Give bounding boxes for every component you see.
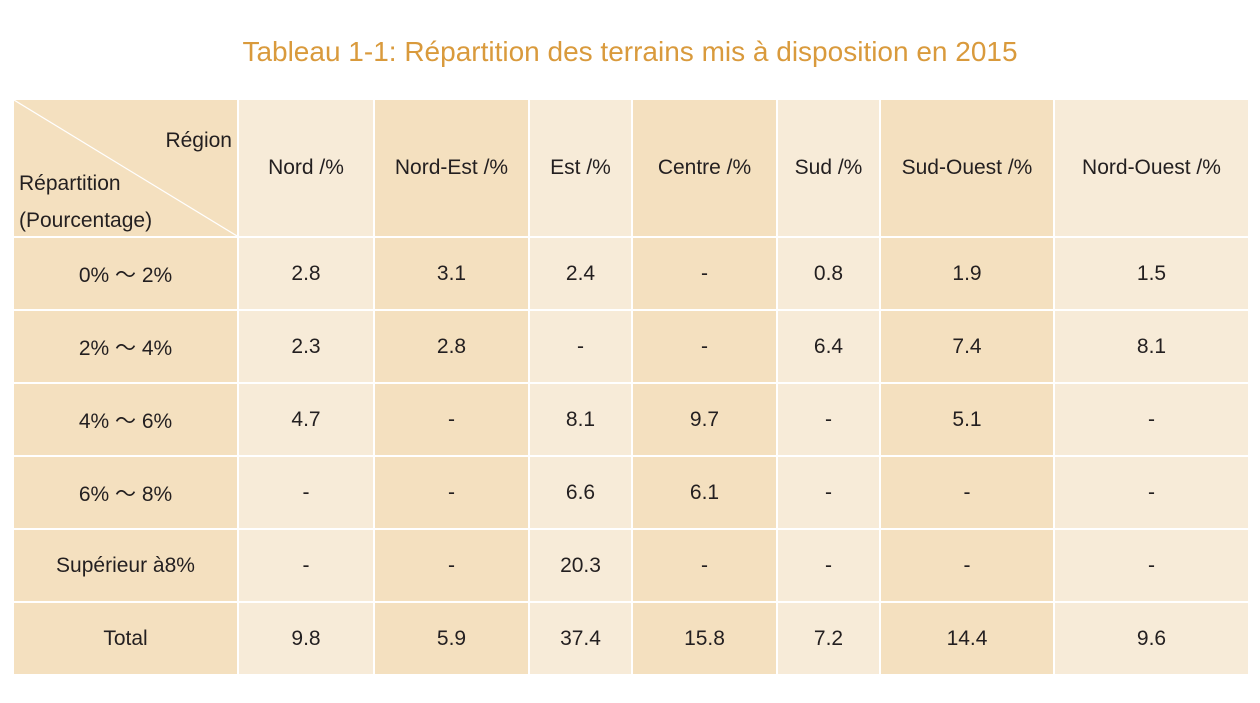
- column-header: Est /%: [528, 98, 633, 238]
- table-cell: 5.1: [879, 382, 1055, 457]
- table-cell: 7.2: [776, 601, 881, 676]
- table-cell: -: [879, 455, 1055, 530]
- table-cell: 8.1: [528, 382, 633, 457]
- table-cell: -: [776, 382, 881, 457]
- table-cell: 1.5: [1053, 236, 1250, 311]
- table-cell: 15.8: [631, 601, 778, 676]
- corner-column-header: Région: [165, 129, 232, 152]
- distribution-table: Région Répartition (Pourcentage) Nord /%…: [12, 98, 1250, 676]
- table-cell: -: [373, 382, 530, 457]
- table-cell: 0.8: [776, 236, 881, 311]
- column-header: Centre /%: [631, 98, 778, 238]
- table-body: 0% ～ 2% 2.8 3.1 2.4-0.8 1.9 1.5 2% ～ 4% 2.3 2.8-…: [12, 236, 1250, 676]
- corner-diagonal-line: [14, 100, 237, 236]
- table-cell: 9.7: [631, 382, 778, 457]
- table-cell: -: [1053, 382, 1250, 457]
- table-cell: 14.4: [879, 601, 1055, 676]
- table-cell: 3.1: [373, 236, 530, 311]
- table-cell: -: [373, 455, 530, 530]
- table-cell: 4.7: [237, 382, 375, 457]
- table-cell: 2.8: [237, 236, 375, 311]
- table-cell: -: [373, 528, 530, 603]
- table-row: 6% ～ 8% - -6.6 6.1- - -: [12, 455, 1250, 530]
- corner-header-cell: Région Répartition (Pourcentage): [12, 98, 239, 239]
- table-row: 4% ～ 6% 4.7-8.1 9.7-5.1-: [12, 382, 1250, 457]
- column-header: Sud-Ouest /%: [879, 98, 1055, 238]
- table-cell: -: [776, 455, 881, 530]
- table-cell: 9.6: [1053, 601, 1250, 676]
- table-cell: 7.4: [879, 309, 1055, 384]
- table-cell: -: [631, 528, 778, 603]
- corner-row-header: Répartition (Pourcentage): [19, 165, 152, 239]
- table-cell: 6.4: [776, 309, 881, 384]
- table-cell: -: [528, 309, 633, 384]
- table-row: Total 9.8 5.9 37.4 15.8 7.2 14.4 9.6: [12, 601, 1250, 676]
- table-cell: -: [631, 309, 778, 384]
- column-header: Nord-Est /%: [373, 98, 530, 238]
- table-cell: 6.1: [631, 455, 778, 530]
- header-row: Région Répartition (Pourcentage) Nord /%…: [12, 98, 1250, 239]
- row-label: Supérieur à8%: [12, 528, 239, 603]
- row-label: 0% ～ 2%: [12, 236, 239, 311]
- table-cell: -: [237, 455, 375, 530]
- table-cell: -: [631, 236, 778, 311]
- table-title: Tableau 1-1: Répartition des terrains mi…: [242, 36, 1018, 67]
- table-cell: 9.8: [237, 601, 375, 676]
- table-cell: -: [237, 528, 375, 603]
- table-cell: 2.3: [237, 309, 375, 384]
- row-label: Total: [12, 601, 239, 676]
- column-header: Nord /%: [237, 98, 375, 238]
- row-label: 2% ～ 4%: [12, 309, 239, 384]
- column-header: Nord-Ouest /%: [1053, 98, 1250, 238]
- table-row: 0% ～ 2% 2.8 3.1 2.4-0.8 1.9 1.5: [12, 236, 1250, 311]
- table-cell: 8.1: [1053, 309, 1250, 384]
- table-row: Supérieur à8% - -20.3- - - -: [12, 528, 1250, 603]
- table-cell: 2.4: [528, 236, 633, 311]
- table-cell: 37.4: [528, 601, 633, 676]
- table-row: 2% ～ 4% 2.3 2.8- -6.4 7.4 8.1: [12, 309, 1250, 384]
- table-cell: -: [1053, 455, 1250, 530]
- corner-row-header-line1: Répartition: [19, 172, 121, 195]
- table-cell: 2.8: [373, 309, 530, 384]
- row-label: 6% ～ 8%: [12, 455, 239, 530]
- table-cell: 1.9: [879, 236, 1055, 311]
- table-cell: 5.9: [373, 601, 530, 676]
- table-cell: -: [776, 528, 881, 603]
- table-cell: 6.6: [528, 455, 633, 530]
- table-cell: -: [1053, 528, 1250, 603]
- row-label: 4% ～ 6%: [12, 382, 239, 457]
- table-cell: -: [879, 528, 1055, 603]
- table-cell: 20.3: [528, 528, 633, 603]
- corner-row-header-line2: (Pourcentage): [19, 209, 153, 232]
- column-header: Sud /%: [776, 98, 881, 238]
